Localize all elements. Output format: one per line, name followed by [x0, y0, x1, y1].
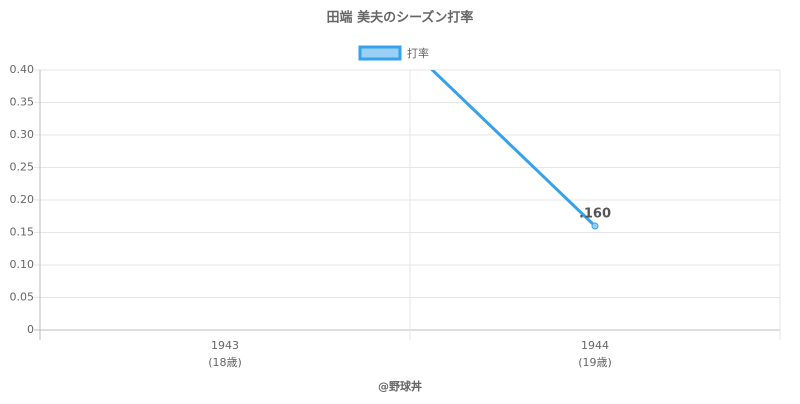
- y-tick-label: 0.15: [10, 226, 35, 239]
- point: [591, 222, 599, 230]
- chart-title: 田端 美夫のシーズン打率: [327, 10, 474, 26]
- x-tick-label: 1943: [211, 339, 239, 352]
- x-tick-label: (18歳): [208, 356, 242, 369]
- x-tick-label: (19歳): [578, 356, 612, 369]
- legend-swatch: [358, 45, 402, 61]
- x-tick-label: 1944: [581, 339, 609, 352]
- y-tick-label: 0.05: [10, 291, 35, 304]
- legend-label: 打率: [407, 46, 429, 60]
- y-tick-label: 0.25: [10, 161, 35, 174]
- y-tick-label: 0.35: [10, 96, 35, 109]
- plot-area: .160: [430, 70, 611, 230]
- y-tick-label: 0: [27, 323, 34, 336]
- line: [430, 70, 597, 228]
- value-label: .160: [579, 207, 611, 222]
- y-tick-label: 0.20: [10, 193, 35, 206]
- y-tick-label: 0.40: [10, 63, 35, 76]
- y-tick-label: 0.10: [10, 258, 35, 271]
- credit: @野球丼: [378, 379, 422, 393]
- y-tick-label: 0.30: [10, 128, 35, 141]
